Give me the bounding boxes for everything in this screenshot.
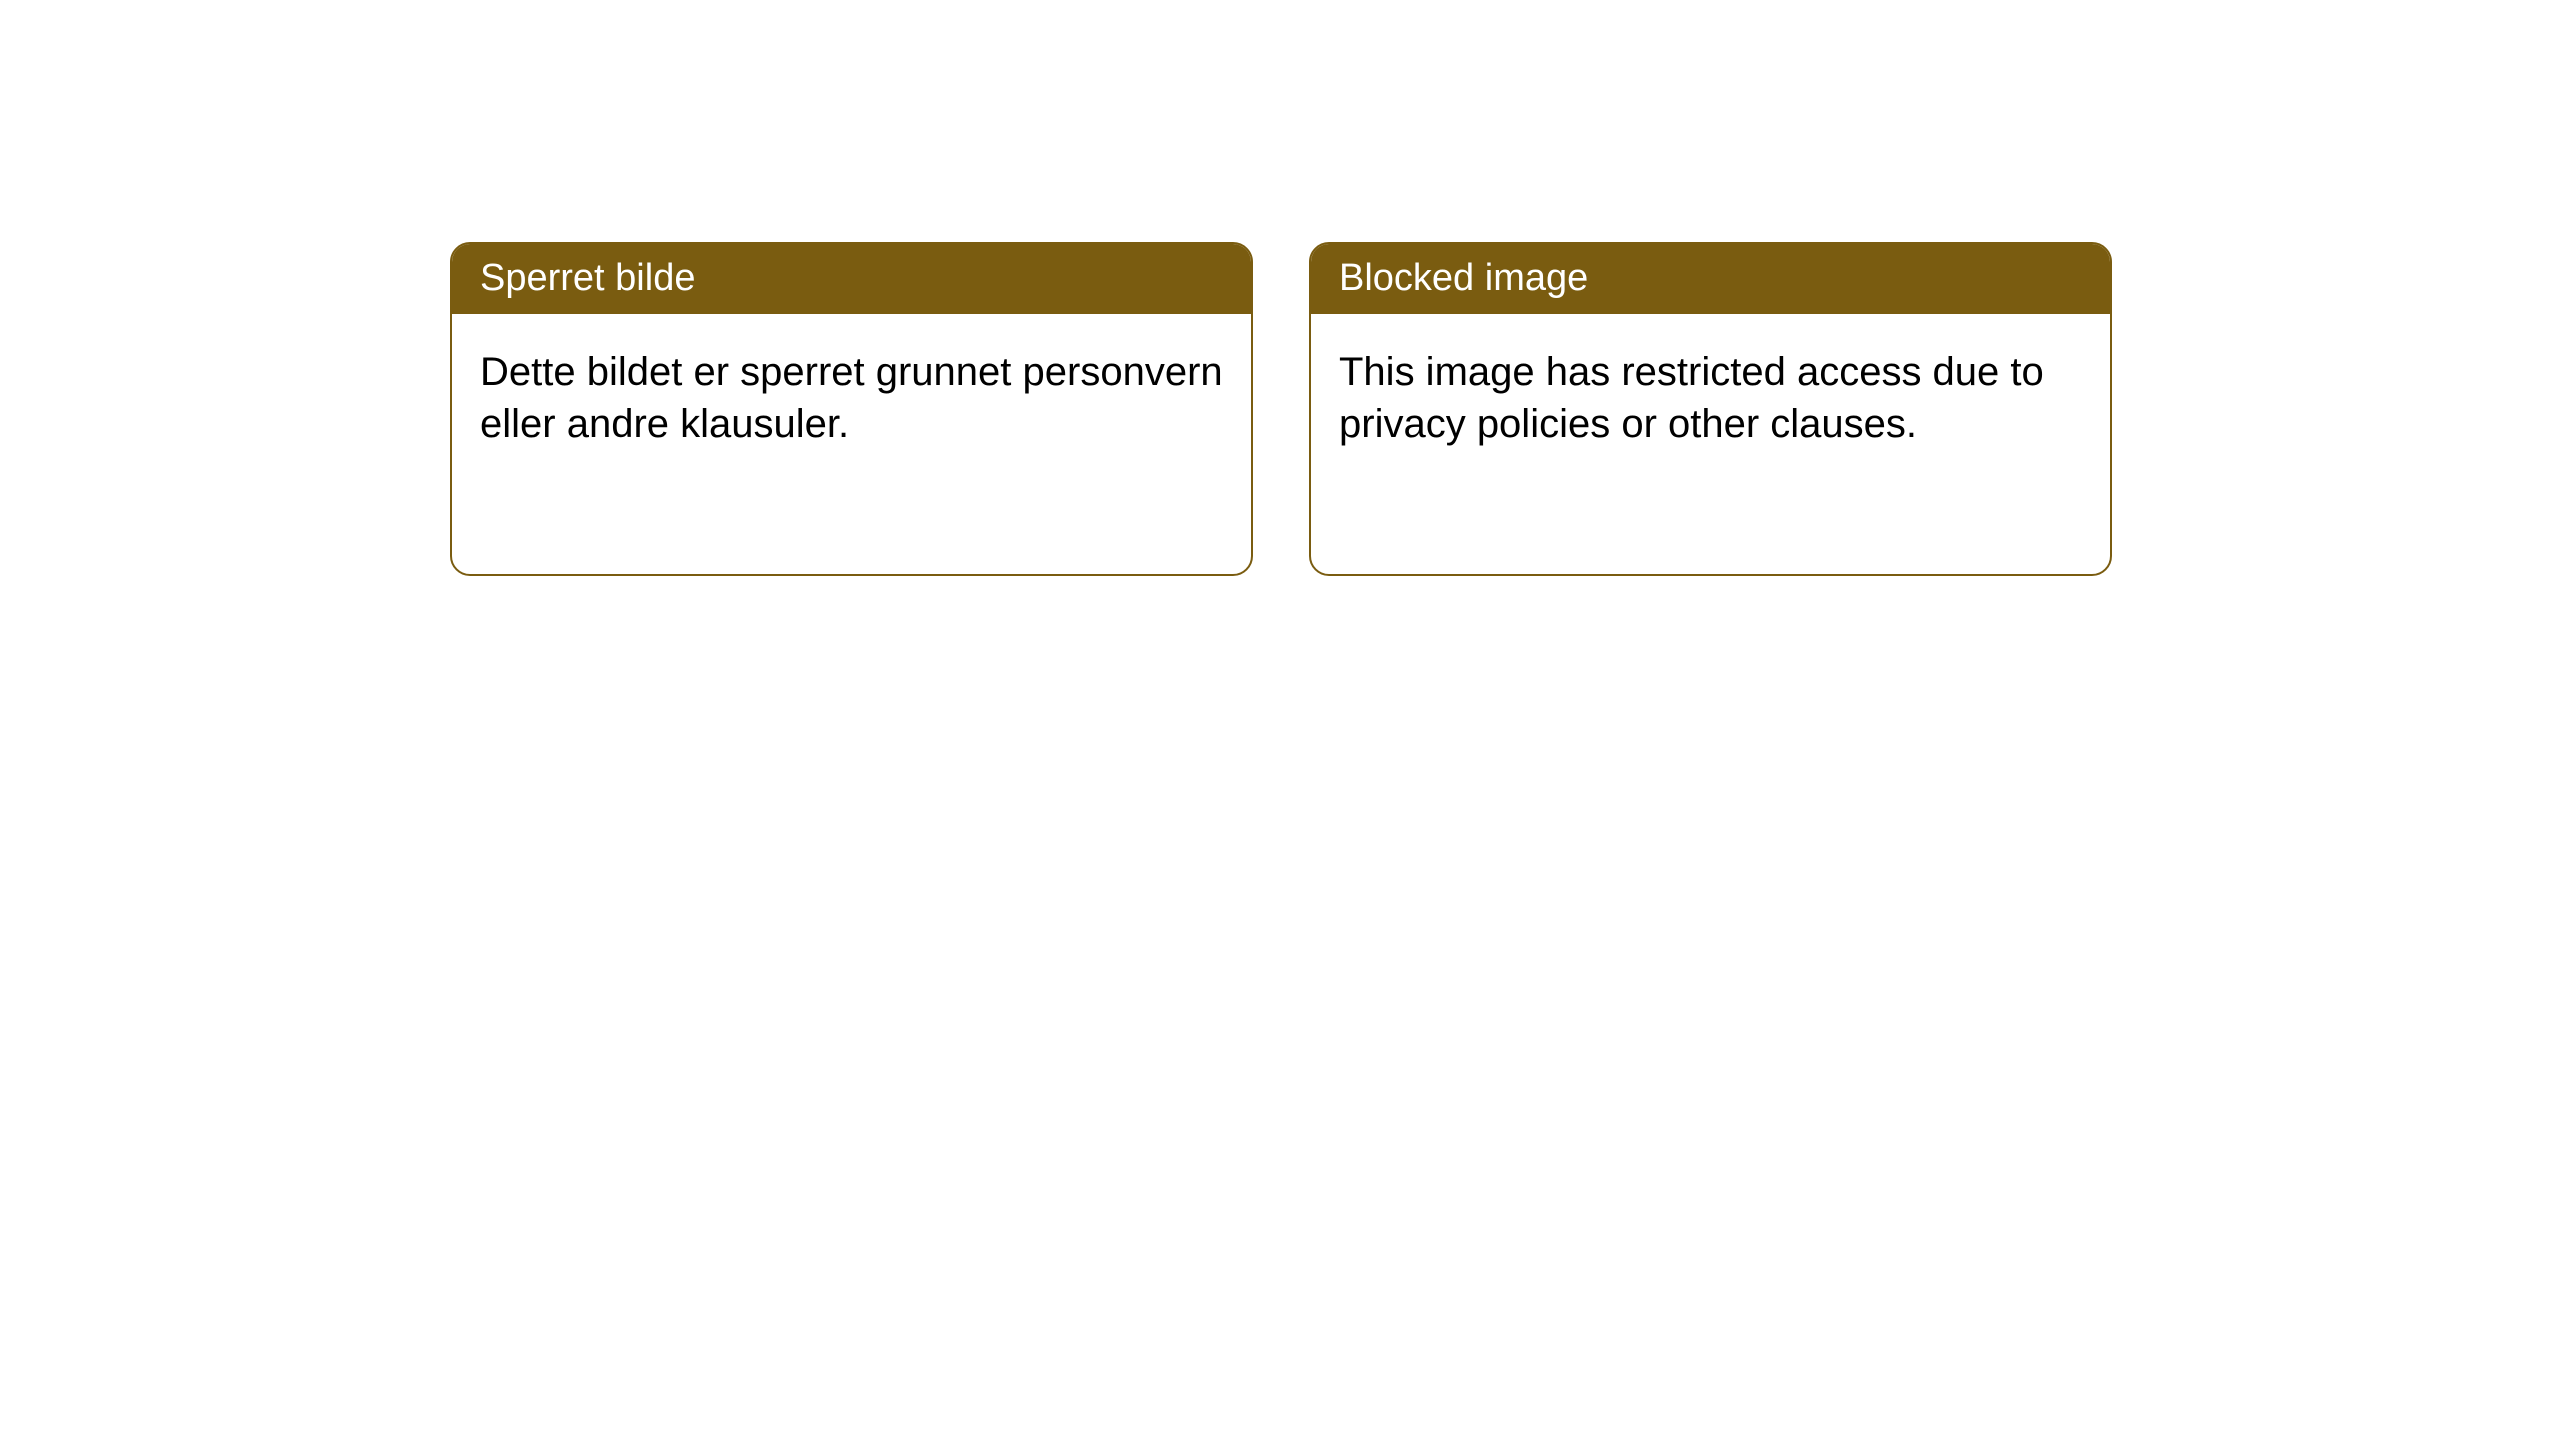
notice-container: Sperret bilde Dette bildet er sperret gr…: [0, 0, 2560, 576]
notice-card-norwegian: Sperret bilde Dette bildet er sperret gr…: [450, 242, 1253, 576]
notice-header: Sperret bilde: [452, 244, 1251, 314]
notice-card-english: Blocked image This image has restricted …: [1309, 242, 2112, 576]
notice-body: Dette bildet er sperret grunnet personve…: [452, 314, 1251, 482]
notice-body: This image has restricted access due to …: [1311, 314, 2110, 482]
notice-header: Blocked image: [1311, 244, 2110, 314]
